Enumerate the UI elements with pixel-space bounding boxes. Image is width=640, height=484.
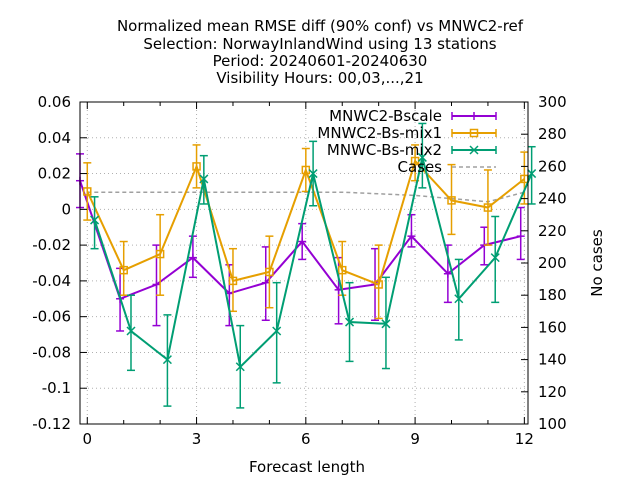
legend-label: MNWC2-Bs-mix1 bbox=[317, 124, 442, 142]
axes: 0 3 6 9 12 -0.12 -0.1 -0.08 -0.06 -0.04 -0.02 0 0.02… bbox=[32, 93, 566, 448]
legend-label: MNWC2-Bscale bbox=[329, 107, 442, 125]
series-layer bbox=[76, 122, 537, 409]
y2-tick-label: 120 bbox=[538, 383, 567, 401]
series-mnwc-bs-mix2 bbox=[90, 122, 537, 409]
data-point bbox=[235, 362, 245, 372]
data-point bbox=[490, 253, 500, 263]
y2-tick-label: 220 bbox=[538, 222, 567, 240]
data-point bbox=[454, 294, 464, 304]
y2-tick-label: 300 bbox=[538, 93, 567, 111]
x-tick-label: 6 bbox=[301, 430, 311, 448]
y2-tick-label: 280 bbox=[538, 125, 567, 143]
legend-item: MNWC2-Bs-mix1 bbox=[317, 124, 497, 142]
y2-tick-label: 180 bbox=[538, 286, 567, 304]
y2-tick-label: 260 bbox=[538, 157, 567, 175]
legend-label: MNWC-Bs-mix2 bbox=[327, 141, 442, 159]
y-tick-label: -0.02 bbox=[32, 236, 71, 254]
y2-tick-label: 240 bbox=[538, 190, 567, 208]
title-line-4: Visibility Hours: 00,03,...,21 bbox=[216, 69, 423, 87]
y2-axis-label: No cases bbox=[588, 229, 606, 297]
y-tick-label: 0 bbox=[61, 200, 71, 218]
data-point bbox=[527, 169, 537, 179]
cases-line bbox=[87, 191, 525, 203]
data-point bbox=[381, 319, 391, 329]
data-point bbox=[126, 326, 136, 336]
legend-marker bbox=[469, 145, 479, 155]
data-point bbox=[155, 249, 165, 259]
y-tick-label: 0.04 bbox=[38, 129, 71, 147]
x-tick-label: 3 bbox=[192, 430, 202, 448]
data-point bbox=[374, 280, 383, 289]
legend-item: MNWC-Bs-mix2 bbox=[327, 141, 497, 159]
y2-tick-label: 100 bbox=[538, 415, 567, 433]
data-point bbox=[228, 276, 238, 286]
y-tick-label: -0.1 bbox=[42, 379, 71, 397]
y2-tick-label: 200 bbox=[538, 254, 567, 272]
x-tick-label: 9 bbox=[410, 430, 420, 448]
series-mnwc2-bs-mix1 bbox=[83, 144, 529, 320]
x-tick-label: 0 bbox=[83, 430, 93, 448]
chart-title: Normalized mean RMSE diff (90% conf) vs … bbox=[117, 17, 524, 87]
data-point bbox=[337, 265, 347, 275]
cases-series bbox=[87, 191, 525, 203]
x-tick-label: 12 bbox=[515, 430, 534, 448]
title-line-1: Normalized mean RMSE diff (90% conf) vs … bbox=[117, 17, 524, 35]
y-tick-label: -0.04 bbox=[32, 272, 71, 290]
y-tick-label: -0.08 bbox=[32, 343, 71, 361]
y-tick-label: 0.02 bbox=[38, 165, 71, 183]
y-tick-label: 0.06 bbox=[38, 93, 71, 111]
title-line-2: Selection: NorwayInlandWind using 13 sta… bbox=[143, 35, 496, 53]
legend-item: Cases bbox=[397, 158, 496, 176]
x-axis-label: Forecast length bbox=[249, 458, 365, 476]
title-line-3: Period: 20240601-20240630 bbox=[213, 52, 428, 70]
legend-item: MNWC2-Bscale bbox=[329, 107, 497, 125]
data-point bbox=[344, 317, 355, 327]
data-point bbox=[308, 169, 318, 179]
data-point bbox=[119, 265, 128, 275]
data-point bbox=[483, 203, 493, 212]
data-point bbox=[162, 355, 172, 365]
data-point bbox=[199, 174, 209, 184]
y-tick-label: -0.06 bbox=[32, 308, 71, 326]
data-point bbox=[447, 196, 456, 205]
data-point bbox=[83, 187, 92, 196]
y2-tick-label: 160 bbox=[538, 318, 567, 336]
series-mnwc2-bscale bbox=[76, 153, 525, 332]
y-tick-label: -0.12 bbox=[32, 415, 71, 433]
legend: MNWC2-BscaleMNWC2-Bs-mix1MNWC-Bs-mix2Cas… bbox=[317, 107, 497, 176]
data-point bbox=[417, 152, 427, 162]
data-point bbox=[192, 162, 201, 171]
legend-label: Cases bbox=[397, 158, 442, 176]
y2-tick-label: 140 bbox=[538, 351, 567, 369]
data-point bbox=[265, 267, 274, 277]
data-point bbox=[272, 326, 282, 336]
legend-marker bbox=[469, 128, 479, 138]
data-point bbox=[90, 215, 100, 225]
